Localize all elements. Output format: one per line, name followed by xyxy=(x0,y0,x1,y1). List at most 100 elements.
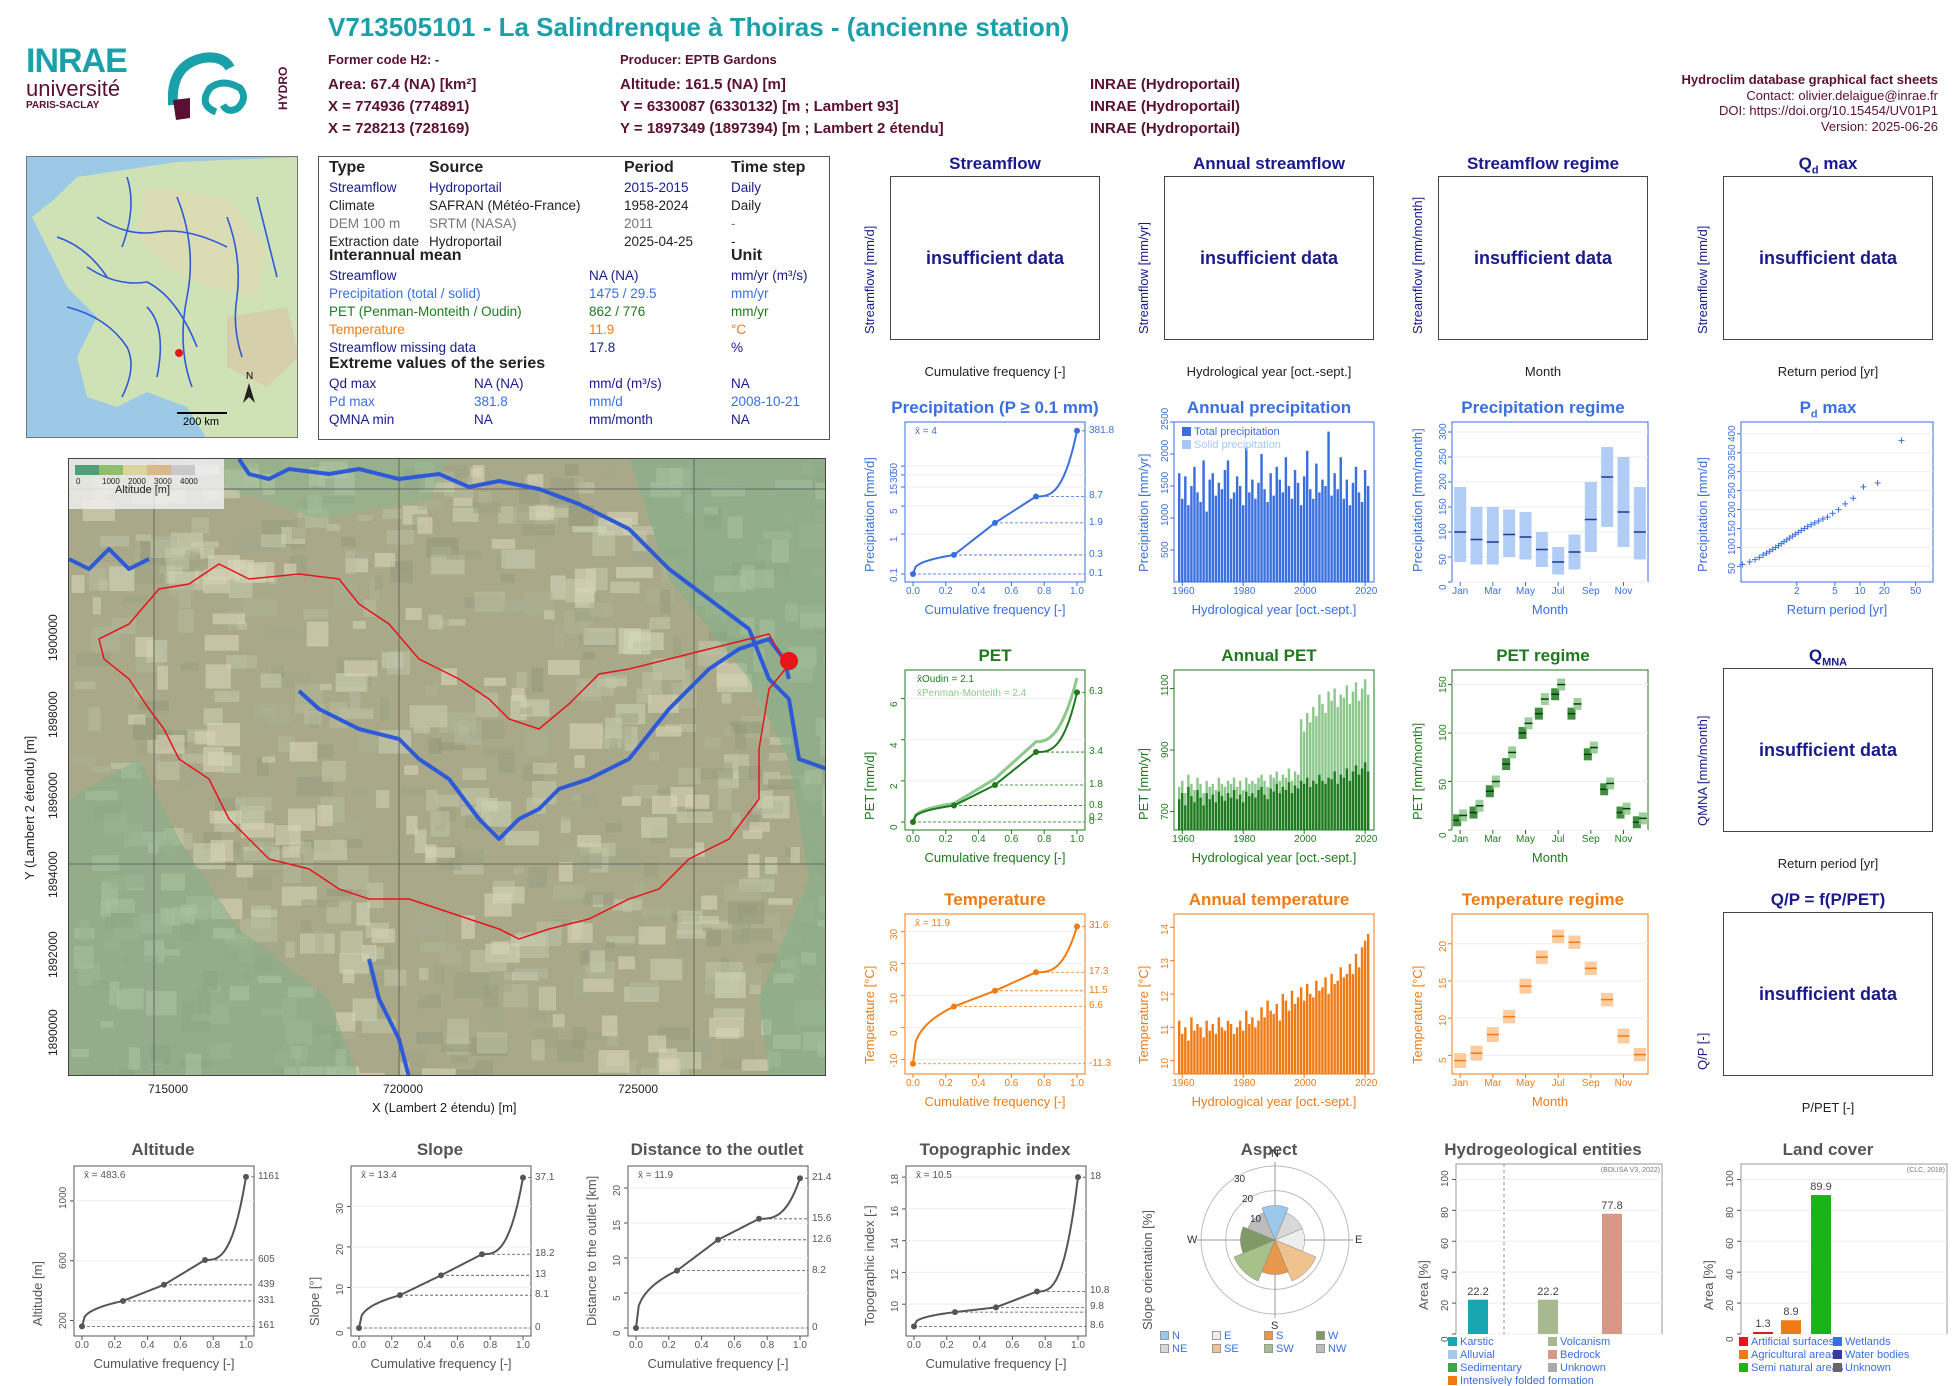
annual_pet-bar xyxy=(1327,691,1330,830)
annual_temp-bar xyxy=(1330,974,1333,1074)
interannual-row-1-col-1: 1475 / 29.5 xyxy=(589,286,657,301)
annual_temp-bar xyxy=(1293,1004,1297,1074)
annual_pet-xtick-3: 2020 xyxy=(1355,834,1378,845)
topo-title: Topographic index xyxy=(919,1140,1071,1159)
pet_cdf-xtick-5: 1.0 xyxy=(1070,834,1084,845)
annual_pet-bar xyxy=(1278,793,1282,830)
topo-ytick-3: 16 xyxy=(890,1205,901,1217)
altitude-xtick-0: 0.0 xyxy=(75,1340,89,1351)
doi-link[interactable]: DOI: https://doi.org/10.15454/UV01P1 xyxy=(1719,103,1938,118)
annual_pet-bar xyxy=(1266,799,1269,830)
precip_regime-box xyxy=(1552,547,1565,575)
info-header-type: Type xyxy=(329,159,366,176)
annual_temp-ytick-0: 10 xyxy=(1160,1057,1171,1069)
pet_regime-month-5: Nov xyxy=(1614,834,1633,845)
interannual-row-3-col-1: 11.9 xyxy=(589,322,615,337)
paris-saclay-logo-text: PARIS-SACLAY xyxy=(26,100,100,111)
info-table: Type Source Period Time step Interannual… xyxy=(318,156,830,440)
altitude-mean-label: x̄ = 483.6 xyxy=(84,1170,126,1181)
landcover-title: Land cover xyxy=(1782,1140,1874,1159)
temp_cdf-quantile-4: 31.6 xyxy=(1089,920,1109,932)
annual_precip-bar xyxy=(1339,457,1342,582)
hydrogeo-ytick-2: 40 xyxy=(1440,1269,1451,1281)
distance-ytick-0: 0 xyxy=(612,1330,623,1336)
annual_temp-bar xyxy=(1299,987,1303,1074)
landcover-legend-label-0: Artificial surfaces xyxy=(1751,1336,1835,1348)
topo-xtick-2: 0.4 xyxy=(972,1340,987,1351)
annual_temp-bar xyxy=(1309,994,1312,1074)
pd-max-point xyxy=(1801,525,1808,532)
annual_pet-bar xyxy=(1354,682,1358,830)
topo-plot xyxy=(902,1165,1087,1340)
annual_temp-bar xyxy=(1266,1000,1269,1074)
slope-ytick-0: 0 xyxy=(335,1330,346,1336)
temp_cdf-quantile-0: -11.3 xyxy=(1089,1057,1112,1069)
temp_regime-xlabel: Month xyxy=(1531,1094,1569,1109)
database-info: Hydroclim database graphical fact sheets… xyxy=(1682,72,1938,134)
annual_pet-bar xyxy=(1257,790,1260,830)
pet_regime-month-3: Jul xyxy=(1551,834,1565,845)
annual_temp-bar xyxy=(1251,1017,1254,1074)
annual_pet-title: Annual PET xyxy=(1221,646,1317,665)
pet_regime-ytick-3: 150 xyxy=(1438,675,1449,693)
pet_cdf-quantile-5: 6.3 xyxy=(1089,686,1103,698)
annual_precip-bar xyxy=(1333,473,1336,582)
annual_pet-bar xyxy=(1299,780,1303,830)
temp_regime-plot xyxy=(1448,913,1649,1078)
pet_cdf-xtick-4: 0.8 xyxy=(1037,834,1052,845)
info-row-2-col-0: DEM 100 m xyxy=(329,216,401,231)
hydrogeo-panel: Hydrogeological entities Area [%] 0 20 40 60 8… xyxy=(1408,1140,1678,1386)
precip_cdf-xtick-0: 0.0 xyxy=(906,586,920,597)
hydrogeo-legend-label-3: Intensively folded formation xyxy=(1460,1375,1594,1386)
pet_cdf-xtick-3: 0.6 xyxy=(1004,834,1019,845)
annual_temp-ytick-2: 12 xyxy=(1160,990,1171,1002)
info-row-1-col-3: Daily xyxy=(731,198,762,213)
annual_precip-bar xyxy=(1257,482,1260,582)
annual_pet-bar xyxy=(1269,788,1272,830)
map-xlabel: X (Lambert 2 étendu) [m] xyxy=(372,1100,517,1115)
topo-quantile-0: 8.6 xyxy=(1090,1320,1104,1332)
aspect-cardinal-N: N xyxy=(1271,1148,1279,1160)
annual_precip-bar xyxy=(1287,486,1291,582)
annual_precip-bar xyxy=(1309,489,1312,582)
pd-max-point xyxy=(1874,480,1881,487)
aspect-legend-swatch-5 xyxy=(1264,1344,1273,1353)
extreme-row-0-col-2: mm/d (m³/s) xyxy=(589,376,662,391)
annual_precip-bar xyxy=(1351,482,1355,582)
altitude: Altitude: 161.5 (NA) [m] xyxy=(620,76,786,93)
hydrogeo-bar-0 xyxy=(1468,1299,1488,1334)
annual_precip-bar xyxy=(1263,489,1266,582)
distance-ytick-1: 5 xyxy=(612,1295,623,1301)
pd_max-ytick-0: 50 xyxy=(1727,563,1738,575)
annual_temp-bar xyxy=(1348,964,1352,1074)
precip_regime-title: Precipitation regime xyxy=(1461,398,1625,417)
annual_pet-bar xyxy=(1315,783,1318,830)
aspect-legend-2: E xyxy=(1212,1330,1231,1343)
landcover-ytick-3: 60 xyxy=(1725,1238,1736,1250)
y-lambert2e: Y = 1897349 (1897394) [m ; Lambert 2 éte… xyxy=(620,120,944,137)
annual_precip-bar xyxy=(1296,482,1300,582)
annual_pet-bar xyxy=(1211,794,1214,830)
pd-max-point xyxy=(1763,550,1770,557)
y-lambert93: Y = 6330087 (6330132) [m ; Lambert 93] xyxy=(620,98,899,115)
annual_precip-bar xyxy=(1366,486,1370,582)
aspect-legend-label-3: SE xyxy=(1224,1343,1239,1355)
precip_cdf-panel: Precipitation (P ≥ 0.1 mm) Precipitation … xyxy=(860,398,1130,638)
landcover-bar-1 xyxy=(1781,1320,1801,1334)
annual_precip-bar xyxy=(1217,482,1221,582)
map-ytick-3: 1896000 xyxy=(46,772,60,819)
annual_temp-bar xyxy=(1312,997,1315,1074)
slope-title: Slope xyxy=(416,1140,464,1159)
temp_cdf-xtick-5: 1.0 xyxy=(1070,1078,1084,1089)
precip_cdf-mean-label: x̄ = 4 xyxy=(915,426,937,437)
annual_pet-bar xyxy=(1333,688,1336,830)
info-row-1-col-1: SAFRAN (Météo-France) xyxy=(429,198,581,213)
pet_regime-month-1: Mar xyxy=(1484,834,1502,845)
precip_regime-month-1: Mar xyxy=(1484,586,1502,597)
precip_cdf-plot xyxy=(901,421,1086,586)
pd_max-ytick-1: 100 xyxy=(1727,538,1738,556)
precip_cdf-title: Precipitation (P ≥ 0.1 mm) xyxy=(891,398,1099,417)
temp_cdf-xtick-1: 0.2 xyxy=(938,1078,953,1089)
landcover-legend-label-2: Semi natural areas xyxy=(1751,1362,1844,1374)
annual_pet-bar xyxy=(1357,700,1361,830)
